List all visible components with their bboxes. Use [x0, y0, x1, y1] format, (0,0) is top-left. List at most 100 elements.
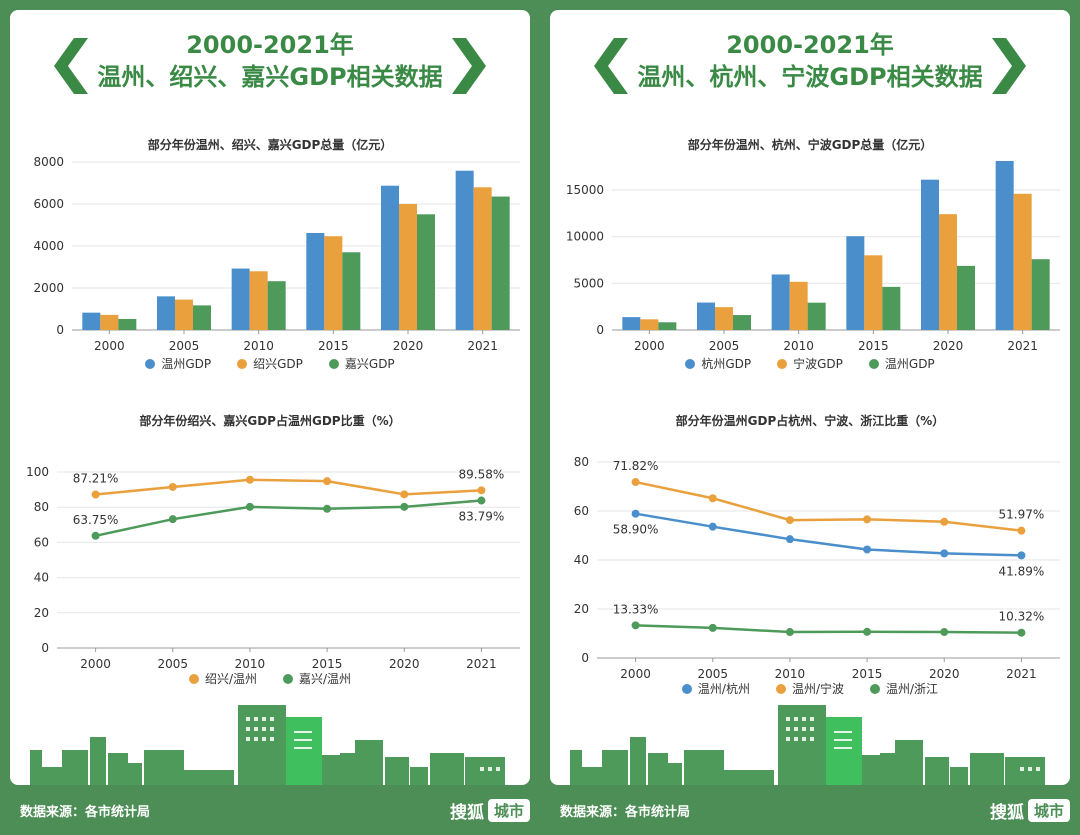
data-point [631, 478, 640, 487]
legend-item: 嘉兴/温州 [283, 670, 351, 687]
bar [640, 319, 659, 330]
data-point [631, 509, 640, 518]
panel-title-line1: 2000-2021年 [186, 31, 354, 59]
data-point [785, 516, 794, 525]
data-point [708, 522, 717, 531]
y-tick-label: 80 [574, 455, 589, 469]
bar [324, 236, 343, 330]
bar [118, 318, 137, 330]
legend-label: 温州/浙江 [886, 682, 939, 696]
x-tick-label: 2010 [775, 667, 806, 680]
legend-item: 温州/杭州 [681, 680, 750, 697]
panel-title-line2: 温州、绍兴、嘉兴GDP相关数据 [97, 63, 443, 91]
bar [957, 265, 975, 330]
bar [1013, 193, 1032, 330]
data-point [940, 628, 949, 637]
x-tick-label: 2021 [1006, 667, 1037, 680]
bar [807, 302, 826, 330]
y-tick-label: 4000 [33, 239, 64, 253]
data-label: 89.58% [459, 467, 505, 481]
data-point [785, 535, 794, 544]
panel-left: 2000-2021年 温州、绍兴、嘉兴GDP相关数据 部分年份温州、绍兴、嘉兴G… [10, 10, 530, 785]
bar [921, 179, 939, 330]
legend-swatch [868, 358, 879, 369]
legend-label: 嘉兴/温州 [299, 672, 352, 686]
data-label: 58.90% [613, 523, 659, 537]
bar [733, 315, 751, 330]
data-point [1017, 551, 1026, 560]
x-tick-label: 2000 [94, 339, 125, 353]
x-tick-label: 2020 [389, 657, 420, 671]
data-point [477, 496, 486, 505]
chart-legend: 温州GDP 绍兴GDP 嘉兴GDP [10, 355, 530, 372]
data-point [863, 627, 872, 636]
bar-chart-wenzhou-shaoxing-jiaxing: 0 2000 4000 6000 8000 2000 2005 2010 2015 2020 202… [33, 155, 520, 353]
legend-swatch [283, 673, 293, 684]
data-point [863, 545, 872, 554]
bar [697, 302, 715, 330]
data-label: 87.21% [73, 472, 119, 486]
chart-title: 部分年份绍兴、嘉兴GDP占温州GDP比重（%） [139, 414, 401, 428]
y-tick-label: 8000 [33, 155, 64, 169]
data-point [323, 477, 332, 486]
x-tick-label: 2005 [709, 339, 740, 353]
y-tick-label: 80 [34, 500, 49, 514]
footer: 数据来源：各市统计局 搜狐 城市 [20, 785, 540, 835]
legend-label: 温州GDP [884, 357, 935, 371]
bar [100, 314, 119, 330]
data-point [708, 623, 717, 632]
x-tick-label: 2015 [312, 657, 343, 671]
x-tick-label: 2005 [169, 339, 200, 353]
bar [658, 322, 677, 330]
y-tick-label: 0 [596, 323, 604, 337]
y-tick-label: 60 [574, 504, 589, 518]
legend-swatch [681, 683, 692, 694]
x-tick-label: 2021 [466, 657, 497, 671]
legend-label: 杭州GDP [701, 357, 752, 371]
data-point [245, 475, 254, 484]
bar [157, 296, 175, 330]
panel-header: 2000-2021年 温州、绍兴、嘉兴GDP相关数据 [10, 10, 530, 120]
chart-legend: 温州/杭州 温州/宁波 温州/浙江 [550, 680, 1070, 697]
legend-swatch [685, 358, 696, 369]
x-tick-label: 2020 [393, 339, 424, 353]
line-chart-wenzhou-share: 0 20 40 60 80 2000 2005 2010 2015 2020 2021 58.90% 4… [574, 455, 1060, 680]
chart-legend: 杭州GDP 宁波GDP 温州GDP [550, 355, 1070, 372]
data-point [785, 628, 794, 637]
x-tick-label: 2000 [634, 339, 665, 353]
y-tick-label: 40 [574, 553, 589, 567]
bar [175, 299, 193, 330]
y-tick-label: 60 [34, 535, 49, 549]
y-tick-label: 20 [34, 606, 49, 620]
sohu-city-logo: 搜狐 城市 [450, 798, 530, 823]
legend-item: 宁波GDP [777, 355, 843, 372]
legend-item: 温州/宁波 [775, 680, 844, 697]
y-tick-label: 2000 [33, 281, 64, 295]
bar [381, 185, 399, 330]
data-label: 41.89% [999, 564, 1045, 578]
panel-title-line1: 2000-2021年 [726, 31, 894, 59]
bar [399, 203, 417, 330]
brand-sub: 城市 [487, 798, 530, 822]
chart-legend: 绍兴/温州 嘉兴/温州 [10, 670, 530, 687]
chevron-left-icon [594, 38, 628, 94]
data-point [91, 490, 100, 499]
chevron-right-icon [452, 38, 486, 94]
x-tick-label: 2010 [243, 339, 274, 353]
bar [939, 214, 957, 330]
bar [789, 281, 808, 330]
y-tick-label: 15000 [566, 183, 604, 197]
bar-chart-hangzhou-ningbo-wenzhou: 0 5000 10000 15000 2000 2005 2010 2015 2020 2021 [566, 160, 1060, 353]
legend-item: 温州GDP [145, 355, 211, 372]
y-tick-label: 5000 [573, 276, 604, 290]
y-tick-label: 20 [574, 602, 589, 616]
data-point [631, 621, 640, 630]
y-tick-label: 0 [41, 641, 49, 655]
x-tick-label: 2005 [697, 667, 728, 680]
bar [306, 232, 325, 330]
data-point [400, 502, 409, 511]
legend-item: 绍兴/温州 [188, 670, 257, 687]
panel-title-line2: 温州、杭州、宁波GDP相关数据 [637, 63, 983, 91]
line-chart-shaoxing-jiaxing-ratio: 0 20 40 60 80 100 2000 2005 2010 2015 2020 2021 87.2… [26, 465, 520, 671]
legend-swatch [777, 358, 788, 369]
